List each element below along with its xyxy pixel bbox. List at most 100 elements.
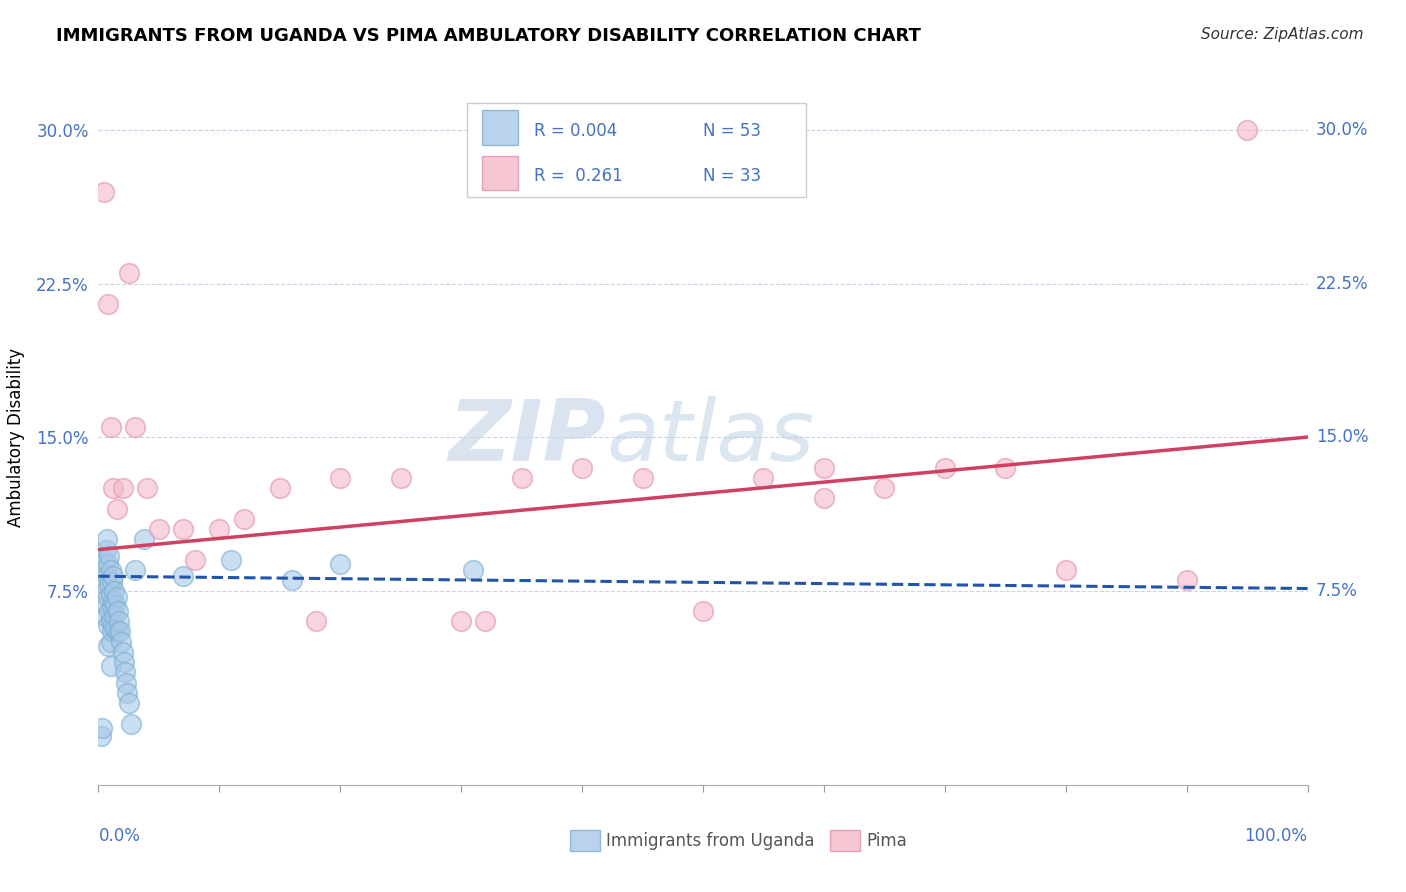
Point	[135, 481, 157, 495]
Point	[91, 721, 114, 735]
Point	[124, 563, 146, 577]
Point	[692, 604, 714, 618]
Point	[104, 623, 127, 637]
Point	[101, 481, 124, 495]
Point	[100, 420, 122, 434]
Point	[450, 614, 472, 628]
Point	[91, 563, 114, 577]
Point	[100, 575, 122, 590]
Point	[101, 569, 124, 583]
Point	[994, 460, 1017, 475]
Point	[100, 624, 122, 639]
Point	[98, 577, 121, 591]
Point	[111, 481, 134, 495]
Bar	[482, 155, 517, 190]
Point	[101, 618, 124, 632]
Point	[474, 614, 496, 628]
Point	[117, 686, 139, 700]
Text: 15.0%: 15.0%	[1316, 428, 1368, 446]
Text: 7.5%: 7.5%	[1316, 582, 1358, 599]
Point	[631, 471, 654, 485]
Point	[100, 588, 122, 602]
Point	[94, 583, 117, 598]
Point	[281, 574, 304, 588]
Point	[172, 569, 194, 583]
Point	[108, 624, 131, 639]
Point	[172, 522, 194, 536]
FancyBboxPatch shape	[467, 103, 806, 197]
Point	[110, 634, 132, 648]
Text: 100.0%: 100.0%	[1244, 827, 1308, 845]
Point	[97, 618, 120, 632]
Point	[813, 491, 835, 506]
Point	[873, 481, 896, 495]
Point	[111, 645, 134, 659]
Point	[463, 563, 485, 577]
Point	[105, 501, 128, 516]
Text: IMMIGRANTS FROM UGANDA VS PIMA AMBULATORY DISABILITY CORRELATION CHART: IMMIGRANTS FROM UGANDA VS PIMA AMBULATOR…	[56, 27, 921, 45]
Point	[100, 634, 122, 648]
Point	[100, 659, 122, 673]
Point	[305, 614, 328, 628]
Point	[98, 549, 121, 563]
Point	[98, 604, 121, 618]
Point	[184, 553, 207, 567]
Point	[221, 553, 243, 567]
Point	[134, 533, 156, 547]
Point	[232, 512, 254, 526]
Point	[108, 614, 131, 628]
Point	[96, 598, 118, 612]
Point	[148, 522, 170, 536]
Text: Pima: Pima	[866, 831, 907, 849]
Point	[103, 608, 125, 623]
Point	[93, 553, 115, 567]
Point	[93, 577, 115, 591]
Text: atlas: atlas	[606, 395, 814, 479]
Y-axis label: Ambulatory Disability: Ambulatory Disability	[7, 348, 25, 526]
Point	[107, 624, 129, 639]
Bar	[482, 111, 517, 145]
Text: Immigrants from Uganda: Immigrants from Uganda	[606, 831, 814, 849]
Point	[118, 696, 141, 710]
Point	[104, 598, 127, 612]
Text: R =  0.261: R = 0.261	[534, 168, 623, 186]
Point	[329, 557, 352, 571]
Point	[112, 655, 135, 669]
Text: N = 53: N = 53	[703, 122, 761, 140]
Text: N = 33: N = 33	[703, 168, 761, 186]
Bar	[830, 830, 860, 851]
Point	[1236, 123, 1258, 137]
Point	[571, 460, 593, 475]
Point	[1175, 574, 1198, 588]
Point	[97, 639, 120, 653]
Point	[101, 594, 124, 608]
Point	[100, 563, 122, 577]
Point	[97, 297, 120, 311]
Point	[934, 460, 956, 475]
Point	[94, 542, 117, 557]
Point	[752, 471, 775, 485]
Point	[100, 614, 122, 628]
Point	[96, 569, 118, 583]
Text: 0.0%: 0.0%	[98, 827, 141, 845]
Text: Source: ZipAtlas.com: Source: ZipAtlas.com	[1201, 27, 1364, 42]
Point	[114, 665, 136, 680]
Text: ZIP: ZIP	[449, 395, 606, 479]
Bar	[569, 830, 600, 851]
Point	[103, 583, 125, 598]
Point	[107, 604, 129, 618]
Point	[90, 729, 112, 743]
Point	[115, 675, 138, 690]
Point	[94, 610, 117, 624]
Point	[329, 471, 352, 485]
Text: 30.0%: 30.0%	[1316, 121, 1368, 139]
Text: R = 0.004: R = 0.004	[534, 122, 617, 140]
Point	[96, 533, 118, 547]
Point	[120, 716, 142, 731]
Point	[813, 460, 835, 475]
Point	[208, 522, 231, 536]
Point	[100, 599, 122, 614]
Point	[105, 590, 128, 604]
Text: 22.5%: 22.5%	[1316, 275, 1368, 293]
Point	[510, 471, 533, 485]
